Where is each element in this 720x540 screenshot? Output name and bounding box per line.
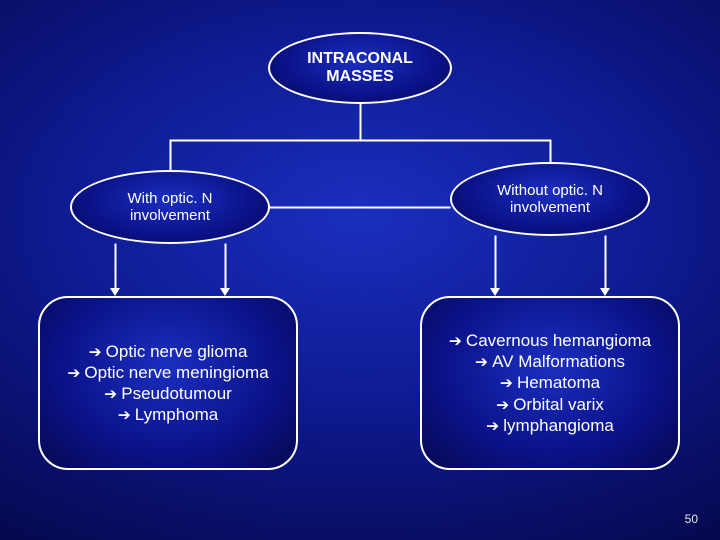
left-branch-line2: involvement [127, 207, 212, 224]
left-box-list: Optic nerve glioma Optic nerve meningiom… [67, 341, 268, 426]
connector-left-box-a [115, 244, 116, 288]
connector-to-right-branch [550, 140, 551, 162]
list-item: lymphangioma [449, 415, 651, 436]
list-item: Lymphoma [67, 404, 268, 425]
slide: INTRACONAL MASSES With optic. N involvem… [0, 0, 720, 540]
left-box: Optic nerve glioma Optic nerve meningiom… [38, 296, 298, 470]
list-item: Cavernous hemangioma [449, 330, 651, 351]
arrow-right-a-icon [490, 288, 500, 296]
right-box: Cavernous hemangioma AV Malformations He… [420, 296, 680, 470]
list-item: Hematoma [449, 372, 651, 393]
right-branch-node: Without optic. N involvement [450, 162, 650, 236]
list-item: Optic nerve meningioma [67, 362, 268, 383]
root-line1: INTRACONAL [307, 50, 413, 68]
right-branch-line1: Without optic. N [497, 182, 603, 199]
left-branch-node: With optic. N involvement [70, 170, 270, 244]
arrow-left-b-icon [220, 288, 230, 296]
connector-left-box-b [225, 244, 226, 288]
list-item: Optic nerve glioma [67, 341, 268, 362]
connector-branches-link [270, 207, 450, 208]
arrow-right-b-icon [600, 288, 610, 296]
connector-root-down [360, 104, 361, 140]
connector-horizontal [170, 140, 550, 141]
root-node: INTRACONAL MASSES [268, 32, 452, 104]
connector-right-box-a [495, 236, 496, 288]
root-line2: MASSES [307, 68, 413, 86]
connector-to-left-branch [170, 140, 171, 170]
connector-right-box-b [605, 236, 606, 288]
list-item: AV Malformations [449, 351, 651, 372]
arrow-left-a-icon [110, 288, 120, 296]
list-item: Pseudotumour [67, 383, 268, 404]
right-branch-line2: involvement [497, 199, 603, 216]
page-number: 50 [685, 512, 698, 526]
list-item: Orbital varix [449, 394, 651, 415]
right-box-list: Cavernous hemangioma AV Malformations He… [449, 330, 651, 436]
left-branch-line1: With optic. N [127, 190, 212, 207]
